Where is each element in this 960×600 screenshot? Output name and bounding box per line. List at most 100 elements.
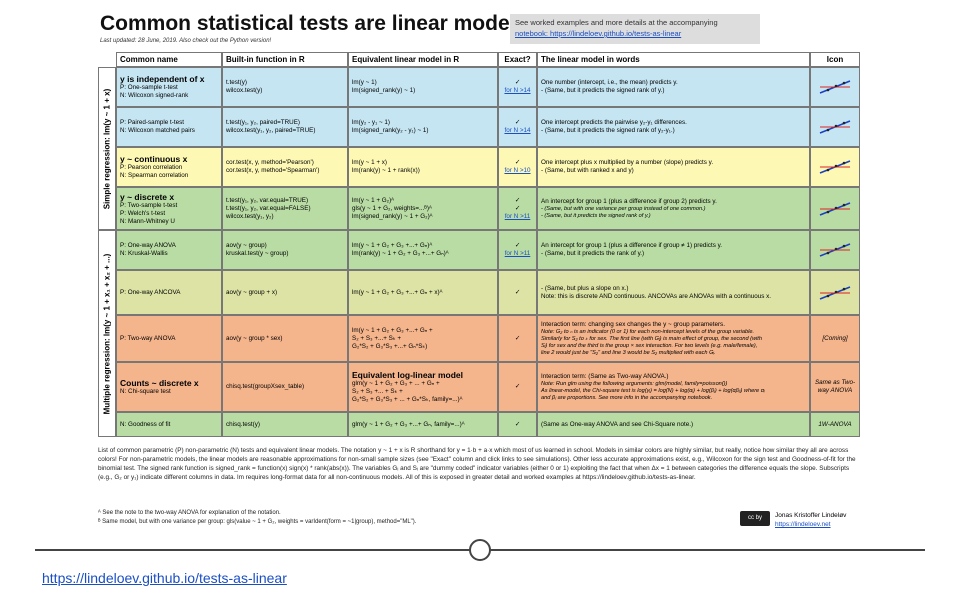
row-heading: Counts ~ discrete x xyxy=(120,378,199,388)
table-cell: (Same as One-way ANOVA and see Chi-Squar… xyxy=(537,412,810,437)
table-cell: Same as Two-way ANOVA xyxy=(810,362,860,412)
table-cell xyxy=(810,187,860,230)
table-cell: 1W-ANOVA xyxy=(810,412,860,437)
note-box: See worked examples and more details at … xyxy=(510,14,760,44)
license-badge: cc by xyxy=(740,511,770,526)
cell-line: cor.test(x, y, method='Pearson') xyxy=(226,159,314,166)
cell-line: glm(y ~ 1 + G₂ + G₃ + ... + Gₙ + xyxy=(352,380,440,387)
cell-line: aov(y ~ group * sex) xyxy=(226,334,283,342)
cell-line: aov(y ~ group + x) xyxy=(226,288,278,296)
author: Jonas Kristoffer Lindeløv https://lindelo… xyxy=(775,511,846,529)
author-name: Jonas Kristoffer Lindeløv xyxy=(775,512,847,519)
cell-line: lm(y ~ 1 + G₂ + G₃ +...+ Gₙ + xyxy=(352,326,433,334)
cell-line: One intercept predicts the pairwise y₂-y… xyxy=(541,119,687,126)
cell-line: lm(y ~ 1 + G₂ + G₃ +...+ Gₙ + x)ᴬ xyxy=(352,288,443,296)
cell-line: ✓ xyxy=(514,242,521,249)
cell-line: P: Paired-sample t-test xyxy=(120,119,185,126)
cell-line: - (Same, but it predicts the rank of y.) xyxy=(541,250,645,257)
cell-line: ✓ xyxy=(514,79,521,86)
cell-line: P: Welch's t-test xyxy=(120,209,166,217)
cell-line: lm(signed_rank(y₂ - y₁) ~ 1) xyxy=(352,127,429,134)
model-heading: Equivalent log-linear model xyxy=(352,370,463,380)
cell-line: - (Same, but it predicts the signed rank… xyxy=(541,127,675,134)
cell-line: - (Same, but it predicts the signed rank… xyxy=(541,87,665,94)
cell-line: P: One-way ANOVA xyxy=(120,242,176,249)
row-heading: y ~ continuous x xyxy=(120,154,188,164)
table-cell: Counts ~ discrete x N: Chi-square test xyxy=(116,362,222,412)
cell-line: Note: G₂ to ₙ is an indicator (0 or 1) f… xyxy=(541,328,754,335)
cell-line: Interaction term: changing sex changes t… xyxy=(541,320,725,328)
icon-text: 1W-ANOVA xyxy=(818,420,852,428)
row-heading: y is independent of x xyxy=(120,74,205,84)
note-line[interactable]: notebook: https://lindeloev.github.io/te… xyxy=(515,29,682,38)
cell-line: - (Same, but with ranked x and y) xyxy=(541,167,634,174)
divider xyxy=(35,539,925,561)
table-cell: P: One-way ANCOVA xyxy=(116,270,222,315)
column-header: Common name xyxy=(116,52,222,67)
table-cell: Interaction term: (Same as Two-way ANOVA… xyxy=(537,362,810,412)
cell-line[interactable]: for N >14 xyxy=(504,87,531,94)
cell-line: and βⱼ are proportions. See more info in… xyxy=(541,394,713,401)
cell-line: lm(rank(y) ~ 1 + rank(x)) xyxy=(352,167,420,174)
column-header: Equivalent linear model in R xyxy=(348,52,498,67)
table-cell xyxy=(810,230,860,270)
cell-line: t.test(y₁, y₂, var.equal=FALSE) xyxy=(226,204,311,212)
cell-line: An intercept for group 1 (plus a differe… xyxy=(541,242,723,249)
table-cell: ✓ xyxy=(498,412,537,437)
table-cell: t.test(y) wilcox.test(y) xyxy=(222,67,348,107)
author-link[interactable]: https://lindeloev.net xyxy=(775,521,831,528)
cell-line: (Same as One-way ANOVA and see Chi-Squar… xyxy=(541,420,694,428)
table-cell: ✓ xyxy=(498,315,537,362)
cell-line: t.test(y₁, y₂, var.equal=TRUE) xyxy=(226,196,309,204)
table-cell: N: Goodness of fit xyxy=(116,412,222,437)
group-label-cell: Multiple regression: lm(y ~ 1 + x₁ + x₂ … xyxy=(98,230,116,437)
cell-line: Sᵢ) for sex and the third is the group ×… xyxy=(541,342,758,349)
row-heading: y ~ discrete x xyxy=(120,191,175,202)
cell-line: - (Same, but it predicts the signed rank… xyxy=(541,212,651,219)
cell-line: Note: this is discrete AND continuous. A… xyxy=(541,292,772,300)
table-cell xyxy=(810,107,860,147)
cell-line[interactable]: for N >14 xyxy=(504,127,531,134)
table-cell: lm(y ~ 1 + G₂ + G₃ +...+ Gₙ)ᴬ lm(rank(y) … xyxy=(348,230,498,270)
cell-line: Similarly for S₂ to ₖ for sex. The first… xyxy=(541,335,762,342)
table-cell: cor.test(x, y, method='Pearson') cor.test… xyxy=(222,147,348,187)
cell-line: P: Two-sample t-test xyxy=(120,201,178,209)
cell-line: t.test(y) xyxy=(226,79,247,86)
cell-line: wilcox.test(y) xyxy=(226,87,263,94)
table-cell: lm(y₂ - y₁ ~ 1) lm(signed_rank(y₂ - y₁) ~… xyxy=(348,107,498,147)
table-cell: y is independent of x P: One-sample t-tes… xyxy=(116,67,222,107)
cell-line[interactable]: for N >11 xyxy=(504,212,531,220)
cell-line: lm(y₂ - y₁ ~ 1) xyxy=(352,119,390,126)
cell-line: ✓ xyxy=(514,119,521,126)
cell-line[interactable]: for N >11 xyxy=(504,250,531,257)
cell-line: ✓ xyxy=(514,334,521,342)
table-cell: glm(y ~ 1 + G₂ + G₃ +...+ Gₙ, family=...… xyxy=(348,412,498,437)
cell-line: gls(y ~ 1 + G₂, weights=...ᴮ)ᴬ xyxy=(352,204,432,212)
table-cell: P: Paired-sample t-test N: Wilcoxon match… xyxy=(116,107,222,147)
cell-line[interactable]: for N >10 xyxy=(504,167,531,174)
icon xyxy=(819,160,851,174)
cell-line: S₂ + S₃ +...+ Sₖ + xyxy=(352,334,401,342)
table-cell: P: Two-way ANOVA xyxy=(116,315,222,362)
cell-line: line 2 would just be "S₂" and line 3 wou… xyxy=(541,349,716,356)
cell-line: N: Spearman correlation xyxy=(120,172,189,179)
table-cell: ✓ xyxy=(498,270,537,315)
table-cell: ✓ xyxy=(498,362,537,412)
table-cell: Interaction term: changing sex changes t… xyxy=(537,315,810,362)
cell-line: - (Same, but plus a slope on x.) xyxy=(541,284,629,292)
cell-line: kruskal.test(y ~ group) xyxy=(226,250,289,257)
cell-line: P: One-sample t-test xyxy=(120,84,178,91)
cell-line: G₂*S₂ + G₃*S₃ +...+ Gₙ*Sₖ) xyxy=(352,342,428,350)
cell-line: lm(signed_rank(y) ~ 1) xyxy=(352,87,416,94)
column-header: Exact? xyxy=(498,52,537,67)
cell-line: ✓ xyxy=(514,196,521,204)
link[interactable]: https://lindeloev.github.io/tests-as-lin… xyxy=(42,570,287,586)
cell-line: lm(y ~ 1 + G₂)ᴬ xyxy=(352,196,395,204)
table-cell: lm(y ~ 1) lm(signed_rank(y) ~ 1) xyxy=(348,67,498,107)
table-cell: t.test(y₁, y₂, var.equal=TRUE) t.test(y₁,… xyxy=(222,187,348,230)
table-cell: lm(y ~ 1 + x) lm(rank(y) ~ 1 + rank(x)) xyxy=(348,147,498,187)
cell-line: N: Kruskal-Wallis xyxy=(120,250,168,257)
table-cell: chisq.test(y) xyxy=(222,412,348,437)
icon xyxy=(819,120,851,134)
